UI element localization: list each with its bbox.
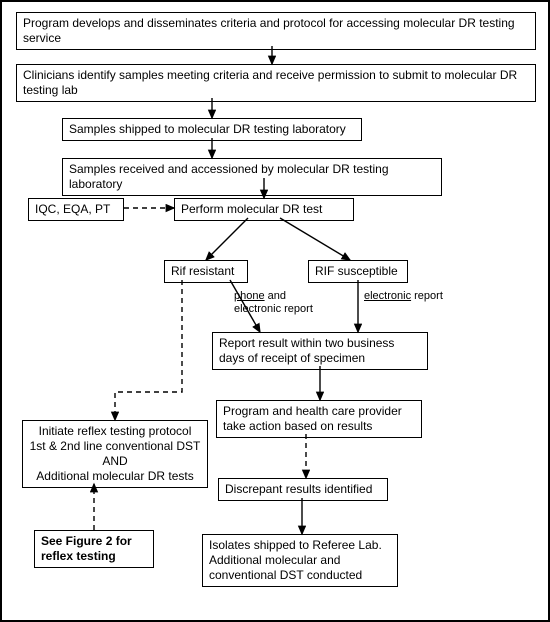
node-text: Discrepant results identified xyxy=(225,482,372,496)
node-samples-received: Samples received and accessioned by mole… xyxy=(62,158,442,196)
node-see-figure-2: See Figure 2 for reflex testing xyxy=(34,530,154,568)
node-text: Initiate reflex testing protocol1st & 2n… xyxy=(30,424,201,483)
edge xyxy=(206,218,248,260)
diagram-frame: Program develops and disseminates criter… xyxy=(0,0,550,622)
node-text: Samples received and accessioned by mole… xyxy=(69,162,389,191)
edge-label-electronic-report: electronic report xyxy=(364,290,464,303)
edge xyxy=(280,218,350,260)
node-text: Samples shipped to molecular DR testing … xyxy=(69,122,346,136)
node-rif-resistant: Rif resistant xyxy=(164,260,248,283)
node-referee-lab: Isolates shipped to Referee Lab. Additio… xyxy=(202,534,398,587)
node-text: Program develops and disseminates criter… xyxy=(23,16,515,45)
node-reflex-protocol: Initiate reflex testing protocol1st & 2n… xyxy=(22,420,208,488)
node-text: Perform molecular DR test xyxy=(181,202,322,216)
node-text: Rif resistant xyxy=(171,264,234,278)
node-text: Clinicians identify samples meeting crit… xyxy=(23,68,517,97)
node-perform-test: Perform molecular DR test xyxy=(174,198,354,221)
node-iqc-eqa-pt: IQC, EQA, PT xyxy=(28,198,124,221)
node-text: See Figure 2 for reflex testing xyxy=(41,534,132,563)
node-report-result: Report result within two business days o… xyxy=(212,332,428,370)
node-samples-shipped: Samples shipped to molecular DR testing … xyxy=(62,118,362,141)
node-rif-susceptible: RIF susceptible xyxy=(308,260,408,283)
node-discrepant: Discrepant results identified xyxy=(218,478,388,501)
node-text: Isolates shipped to Referee Lab. Additio… xyxy=(209,538,382,582)
edge xyxy=(115,280,182,420)
node-text: Program and health care provider take ac… xyxy=(223,404,402,433)
node-program-criteria: Program develops and disseminates criter… xyxy=(16,12,536,50)
node-text: Report result within two business days o… xyxy=(219,336,394,365)
node-take-action: Program and health care provider take ac… xyxy=(216,400,422,438)
node-text: RIF susceptible xyxy=(315,264,398,278)
node-clinicians-identify: Clinicians identify samples meeting crit… xyxy=(16,64,536,102)
node-text: IQC, EQA, PT xyxy=(35,202,110,216)
edge-label-phone-report: phone and electronic report xyxy=(234,290,326,315)
